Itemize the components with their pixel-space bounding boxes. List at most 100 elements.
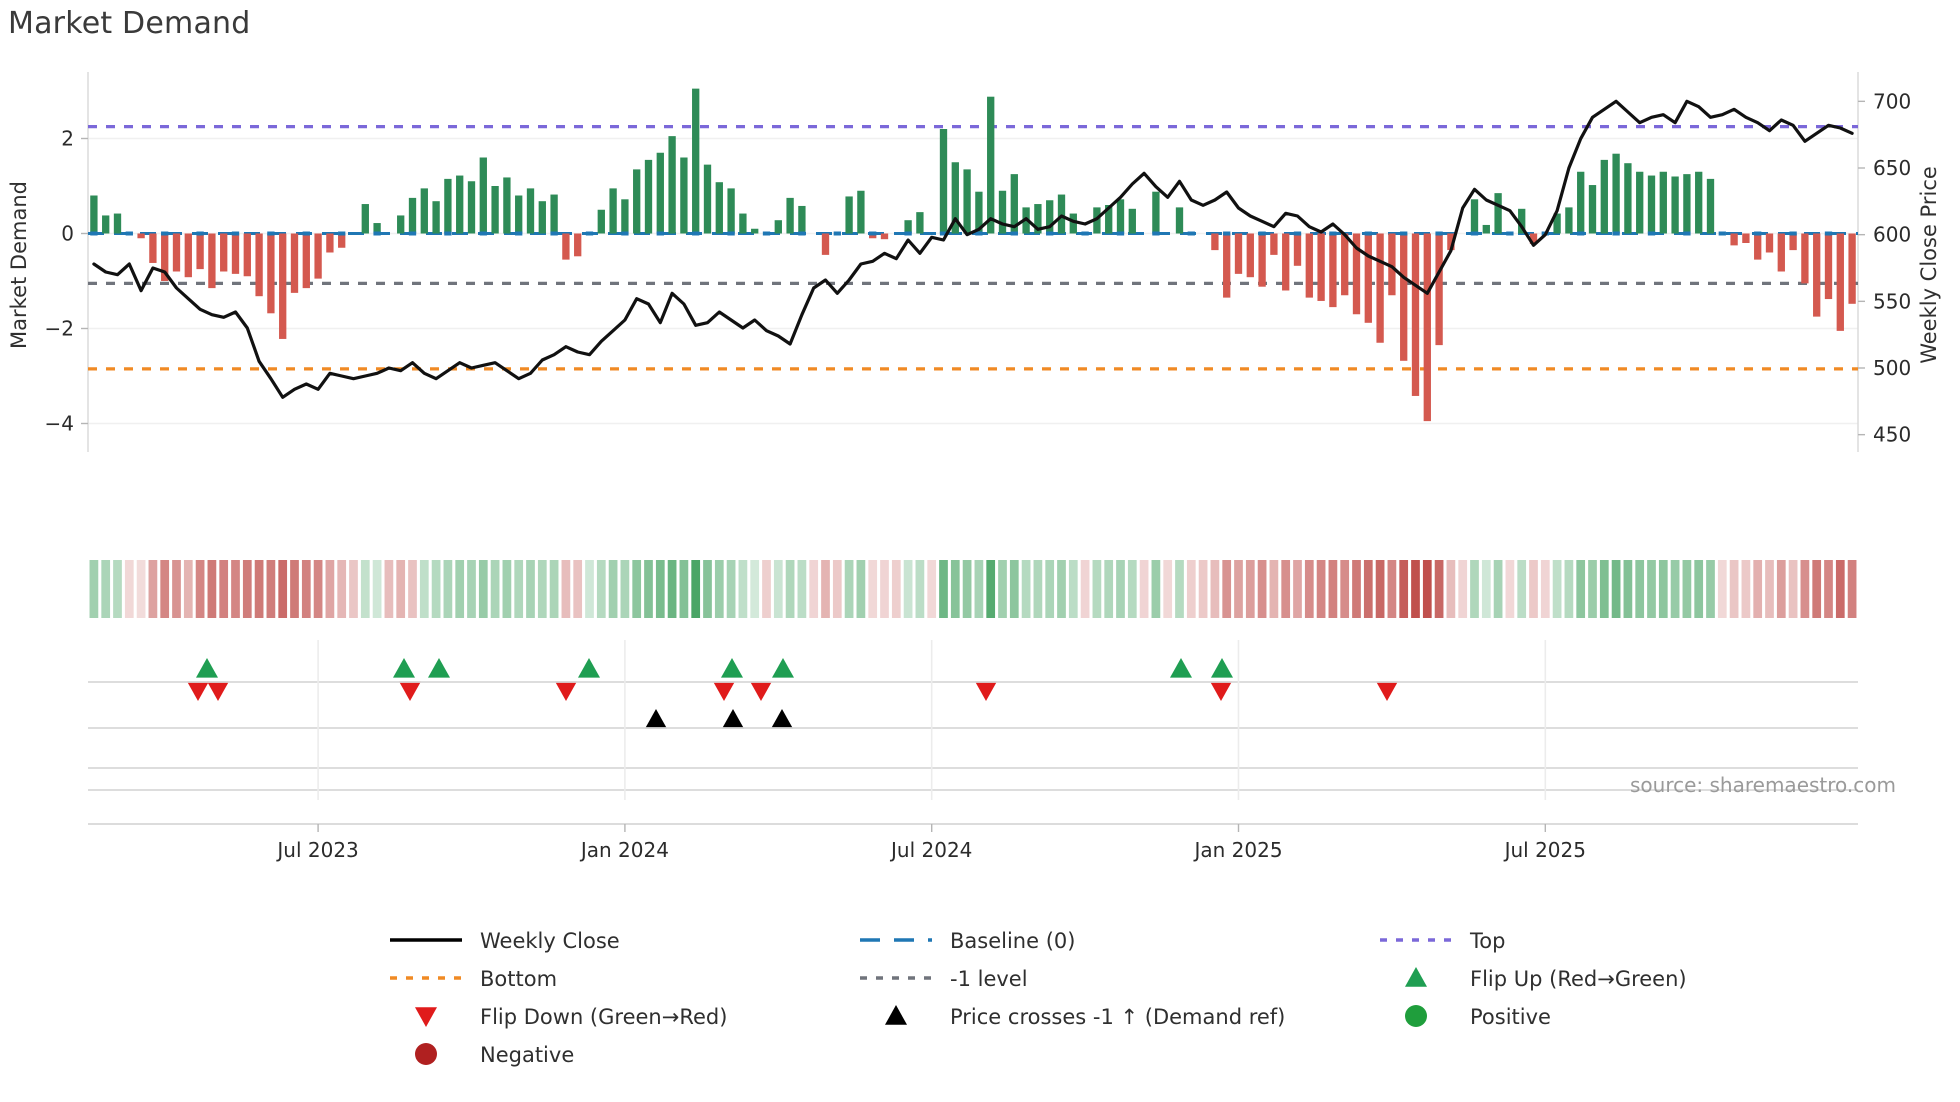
heat-cell xyxy=(1800,560,1810,618)
heat-cell xyxy=(844,560,854,618)
demand-bar xyxy=(1730,233,1738,246)
heat-cell xyxy=(585,560,594,618)
heat-cell xyxy=(785,560,795,618)
demand-bar xyxy=(1824,233,1833,300)
heat-cell xyxy=(1517,560,1527,618)
heat-cell xyxy=(726,560,736,618)
demand-bar xyxy=(574,233,582,257)
heat-cell xyxy=(1564,560,1574,618)
flip-down-marker xyxy=(187,681,209,701)
demand-bar xyxy=(1470,199,1479,234)
demand-bar xyxy=(1565,207,1573,234)
legend-item[interactable]: Top xyxy=(1380,929,1505,953)
legend-item[interactable]: Negative xyxy=(415,1043,574,1067)
demand-bar xyxy=(739,213,747,234)
demand-bar xyxy=(998,190,1007,234)
heat-cell xyxy=(113,560,122,618)
x-tick-label: Jul 2023 xyxy=(275,838,358,862)
heat-cell xyxy=(962,560,972,618)
heat-cell xyxy=(1706,560,1715,618)
demand-bar xyxy=(408,197,417,234)
demand-bar xyxy=(373,223,381,234)
heat-cell xyxy=(939,560,948,618)
legend-item[interactable]: Price crosses -1 ↑ (Demand ref) xyxy=(885,1005,1285,1029)
heat-cell xyxy=(1304,560,1314,618)
heat-cell xyxy=(1623,560,1633,618)
x-tick-label: Jan 2025 xyxy=(1192,838,1282,862)
x-tick-label: Jul 2024 xyxy=(889,838,972,862)
heat-cell xyxy=(1340,560,1350,618)
demand-bar xyxy=(220,233,228,272)
demand-bar xyxy=(1789,233,1797,251)
demand-bar xyxy=(1046,200,1054,234)
demand-bar xyxy=(137,233,145,239)
demand-bar xyxy=(987,96,995,234)
demand-bar xyxy=(1577,171,1585,234)
heat-cell xyxy=(549,560,559,618)
heat-cell xyxy=(974,560,984,618)
legend-item[interactable]: Flip Up (Red→Green) xyxy=(1405,967,1687,991)
heat-cell xyxy=(1765,560,1774,618)
circle-icon xyxy=(1405,1005,1427,1027)
demand-bar xyxy=(1848,233,1856,304)
heat-cell xyxy=(1352,560,1361,618)
demand-bar xyxy=(243,233,251,277)
heat-cell xyxy=(679,560,689,618)
demand-bar xyxy=(1494,193,1502,234)
demand-bar xyxy=(904,220,912,234)
demand-bar xyxy=(1400,233,1408,361)
demand-bar xyxy=(1305,233,1313,298)
x-tick-label: Jul 2025 xyxy=(1503,838,1586,862)
heat-cell xyxy=(1717,560,1727,618)
demand-bar xyxy=(845,196,853,234)
legend-item[interactable]: Flip Down (Green→Red) xyxy=(415,1005,727,1029)
demand-bar xyxy=(279,233,287,339)
heat-cell xyxy=(278,560,288,618)
demand-bar xyxy=(149,233,157,263)
right-tick-label: 600 xyxy=(1873,223,1911,247)
demand-bar xyxy=(609,188,617,234)
heat-cell xyxy=(490,560,500,618)
heat-cell xyxy=(891,560,901,618)
demand-bar xyxy=(1447,233,1455,251)
heat-cell xyxy=(431,560,441,618)
legend-item[interactable]: Weekly Close xyxy=(390,929,620,953)
demand-bar xyxy=(1777,233,1785,272)
demand-bars xyxy=(90,88,1856,422)
demand-bar xyxy=(231,233,240,274)
demand-bar xyxy=(361,204,369,234)
legend-label: Positive xyxy=(1470,1005,1551,1029)
demand-bar xyxy=(1364,233,1372,323)
heat-cell xyxy=(1694,560,1704,618)
flip-up-marker xyxy=(1211,658,1233,678)
demand-bar xyxy=(550,194,558,234)
heat-cell xyxy=(207,560,217,618)
legend-item[interactable]: Baseline (0) xyxy=(860,929,1075,953)
demand-bar xyxy=(1069,213,1077,234)
legend-item[interactable]: Positive xyxy=(1405,1005,1551,1029)
heat-cell xyxy=(927,560,937,618)
demand-bar xyxy=(1211,233,1219,251)
demand-bar xyxy=(1836,233,1844,331)
legend-label: Weekly Close xyxy=(480,929,620,953)
flip-down-marker xyxy=(207,681,229,701)
legend-item[interactable]: Bottom xyxy=(390,967,557,991)
heat-cell xyxy=(1245,560,1255,618)
demand-bar xyxy=(1116,199,1125,234)
heat-cell xyxy=(1729,560,1739,618)
heat-cell xyxy=(950,560,960,618)
right-tick-label: 650 xyxy=(1873,156,1911,180)
triangle-up-icon xyxy=(1405,967,1427,987)
heat-cell xyxy=(1576,560,1586,618)
heat-cell xyxy=(880,560,889,618)
demand-bar xyxy=(963,169,971,234)
legend-item[interactable]: -1 level xyxy=(860,967,1028,991)
demand-bar xyxy=(1754,233,1762,260)
demand-bar xyxy=(432,201,440,234)
legend-label: Baseline (0) xyxy=(950,929,1075,953)
heat-cell xyxy=(1316,560,1326,618)
demand-bar xyxy=(1341,233,1349,296)
heat-cell xyxy=(1776,560,1786,618)
heat-cell xyxy=(455,560,465,618)
demand-bar xyxy=(208,233,216,289)
